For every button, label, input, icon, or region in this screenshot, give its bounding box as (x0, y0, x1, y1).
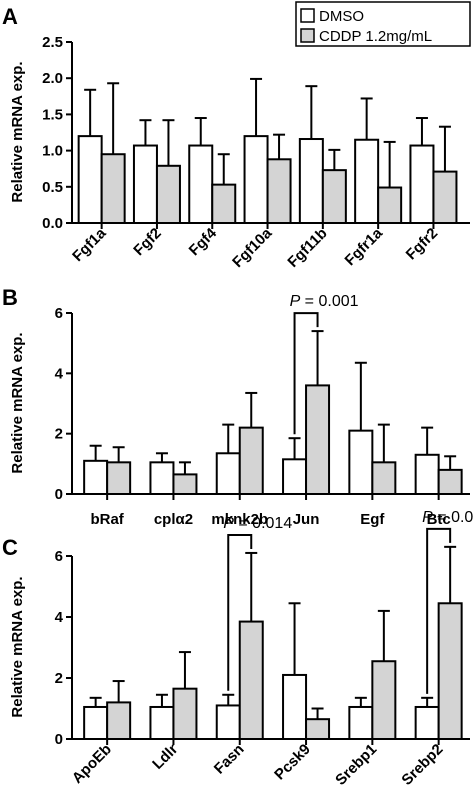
y-tick-label: 2 (55, 670, 63, 687)
x-tick-label: Pcsk9 (271, 741, 314, 784)
bar-cddp (437, 602, 463, 741)
x-tick-label: Fasn (211, 741, 248, 778)
bar-cddp (172, 687, 198, 740)
x-tick-label: Fgf11b (284, 225, 330, 271)
p-value: = 0.014 (234, 515, 292, 532)
x-tick-label: Egf (360, 511, 385, 528)
y-tick-label: 6 (55, 305, 63, 322)
bar-cddp (100, 153, 126, 224)
bar-cddp (172, 473, 198, 495)
x-tick-label: Srebp2 (398, 741, 446, 789)
bar-dmso (298, 138, 324, 225)
chart-panel-b: B Relative mRNA exp. 0 2 4 6 bRaf cplα2 mknk2b Ju… (2, 285, 470, 528)
bar-dmso (414, 453, 440, 495)
bar-cddp (155, 164, 181, 224)
legend-box (295, 1, 471, 47)
bar-dmso (414, 705, 440, 740)
p-value-label: P = 0.014 (223, 515, 292, 532)
y-axis-label: Relative mRNA exp. (9, 61, 26, 202)
x-tick-label: mknk2b (211, 511, 268, 528)
bar-dmso (149, 705, 175, 740)
y-tick-label: 4 (55, 365, 64, 382)
bar-cddp (238, 426, 264, 495)
bar-dmso (215, 704, 241, 741)
x-tick-label: cplα2 (154, 511, 193, 528)
x-tick-label: Srebp1 (332, 741, 380, 789)
p-symbol: P (422, 509, 433, 526)
p-value-label: P = 0.001 (290, 293, 359, 310)
panel-letter: A (2, 4, 18, 29)
x-tick-label: Btc (427, 511, 451, 528)
bar-dmso (282, 673, 308, 741)
bar-dmso (348, 705, 374, 740)
x-tick-label: Ldlr (149, 741, 181, 773)
significance-bracket (293, 312, 319, 435)
y-tick-label: 6 (55, 548, 63, 565)
legend-swatch (300, 8, 315, 23)
p-symbol: P (223, 515, 234, 532)
bar-dmso (348, 429, 374, 495)
bar-dmso (409, 144, 435, 224)
bar-dmso (188, 144, 214, 224)
bar-dmso (215, 452, 241, 495)
bar-cddp (211, 183, 237, 225)
bar-cddp (305, 384, 331, 495)
bar-cddp (432, 170, 458, 224)
x-tick-label: Fgf10a (229, 224, 276, 271)
legend-swatch (300, 28, 315, 43)
legend-label: DMSO (319, 8, 364, 25)
p-symbol: P (290, 293, 301, 310)
p-value: = 0.001 (300, 293, 358, 310)
bar-cddp (305, 718, 331, 740)
bar-dmso (149, 461, 175, 496)
bar-cddp (106, 701, 132, 741)
x-tick-label: Jun (293, 511, 320, 528)
significance-bracket (426, 527, 452, 694)
bar-cddp (106, 461, 132, 496)
x-tick-label: bRaf (90, 511, 124, 528)
x-tick-label: Fgf2 (130, 225, 164, 259)
bar-cddp (377, 186, 403, 225)
x-tick-label: Fgfr1a (342, 224, 387, 269)
y-tick-label: 2 (55, 426, 63, 443)
bar-cddp (437, 468, 463, 496)
bar-cddp (266, 158, 292, 224)
y-tick-label: 2.0 (42, 70, 63, 87)
bar-cddp (371, 660, 397, 740)
y-tick-label: 0 (55, 731, 63, 748)
panel-letter: C (2, 535, 18, 560)
chart-panel-a: A Relative mRNA exp. 0.0 0.5 1.0 1.5 2.0 2.5 Fgf… (2, 1, 471, 271)
x-tick-label: Fgf4 (186, 224, 221, 259)
y-tick-label: 4 (55, 609, 64, 626)
bar-dmso (132, 144, 158, 224)
chart-panel-c: C Relative mRNA exp. 0 2 4 6 ApoEb Ldlr Fasn Pcsk… (2, 509, 474, 789)
x-tick-label: ApoEb (69, 741, 115, 787)
legend: DMSO CDDP 1.2mg/mL (295, 1, 471, 47)
y-axis-label: Relative mRNA exp. (9, 332, 26, 473)
y-tick-label: 2.5 (42, 34, 63, 51)
bar-cddp (321, 169, 347, 224)
legend-label: CDDP 1.2mg/mL (319, 28, 432, 45)
y-tick-label: 0 (55, 486, 63, 503)
y-tick-label: 1.5 (42, 106, 63, 123)
bar-dmso (83, 459, 109, 496)
bar-dmso (83, 705, 109, 740)
p-value: = 0.002 (433, 509, 474, 526)
y-axis-label: Relative mRNA exp. (9, 576, 26, 717)
p-value-label: P = 0.002 (422, 509, 474, 526)
x-tick-label: Fgf1a (69, 224, 110, 265)
bar-dmso (282, 458, 308, 495)
bar-cddp (238, 620, 264, 741)
y-tick-label: 1.0 (42, 143, 63, 160)
panel-letter: B (2, 285, 18, 310)
bar-dmso (243, 135, 269, 224)
bar-dmso (77, 135, 103, 224)
y-tick-label: 0.0 (42, 215, 63, 232)
significance-bracket (227, 533, 253, 691)
y-tick-label: 0.5 (42, 179, 63, 196)
bar-cddp (371, 461, 397, 496)
bar-dmso (354, 138, 380, 225)
x-tick-label: Fgfr2 (403, 225, 442, 264)
